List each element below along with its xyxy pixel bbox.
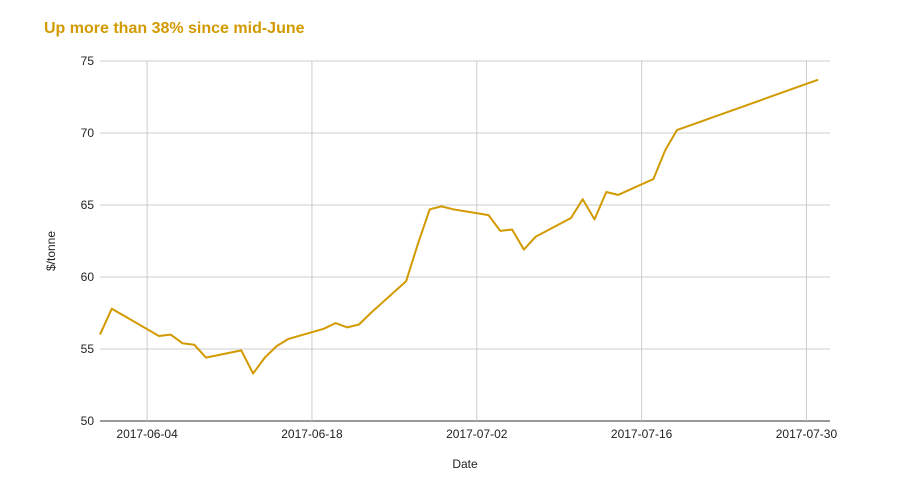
chart-title: Up more than 38% since mid-June [44,20,305,37]
x-tick-label: 2017-06-04 [116,427,178,441]
x-tick-label: 2017-07-30 [776,427,838,441]
y-tick-label: 65 [81,198,95,212]
y-tick-label: 55 [81,342,95,356]
x-tick-label: 2017-07-16 [611,427,673,441]
horizontal-gridlines [100,60,830,422]
y-tick-label: 50 [81,414,95,428]
x-axis-ticks: 2017-06-04 2017-06-18 2017-07-02 2017-07-16… [116,427,837,441]
y-tick-label: 70 [81,126,95,140]
y-axis-ticks: 50 55 60 65 70 75 [81,54,95,428]
x-tick-label: 2017-06-18 [281,427,343,441]
y-tick-label: 75 [81,54,95,68]
vertical-gridlines [146,61,807,421]
x-axis-label: Date [452,457,478,471]
y-axis-label: $/tonne [44,231,58,271]
x-tick-label: 2017-07-02 [446,427,508,441]
y-tick-label: 60 [81,270,95,284]
series-line [99,78,819,375]
